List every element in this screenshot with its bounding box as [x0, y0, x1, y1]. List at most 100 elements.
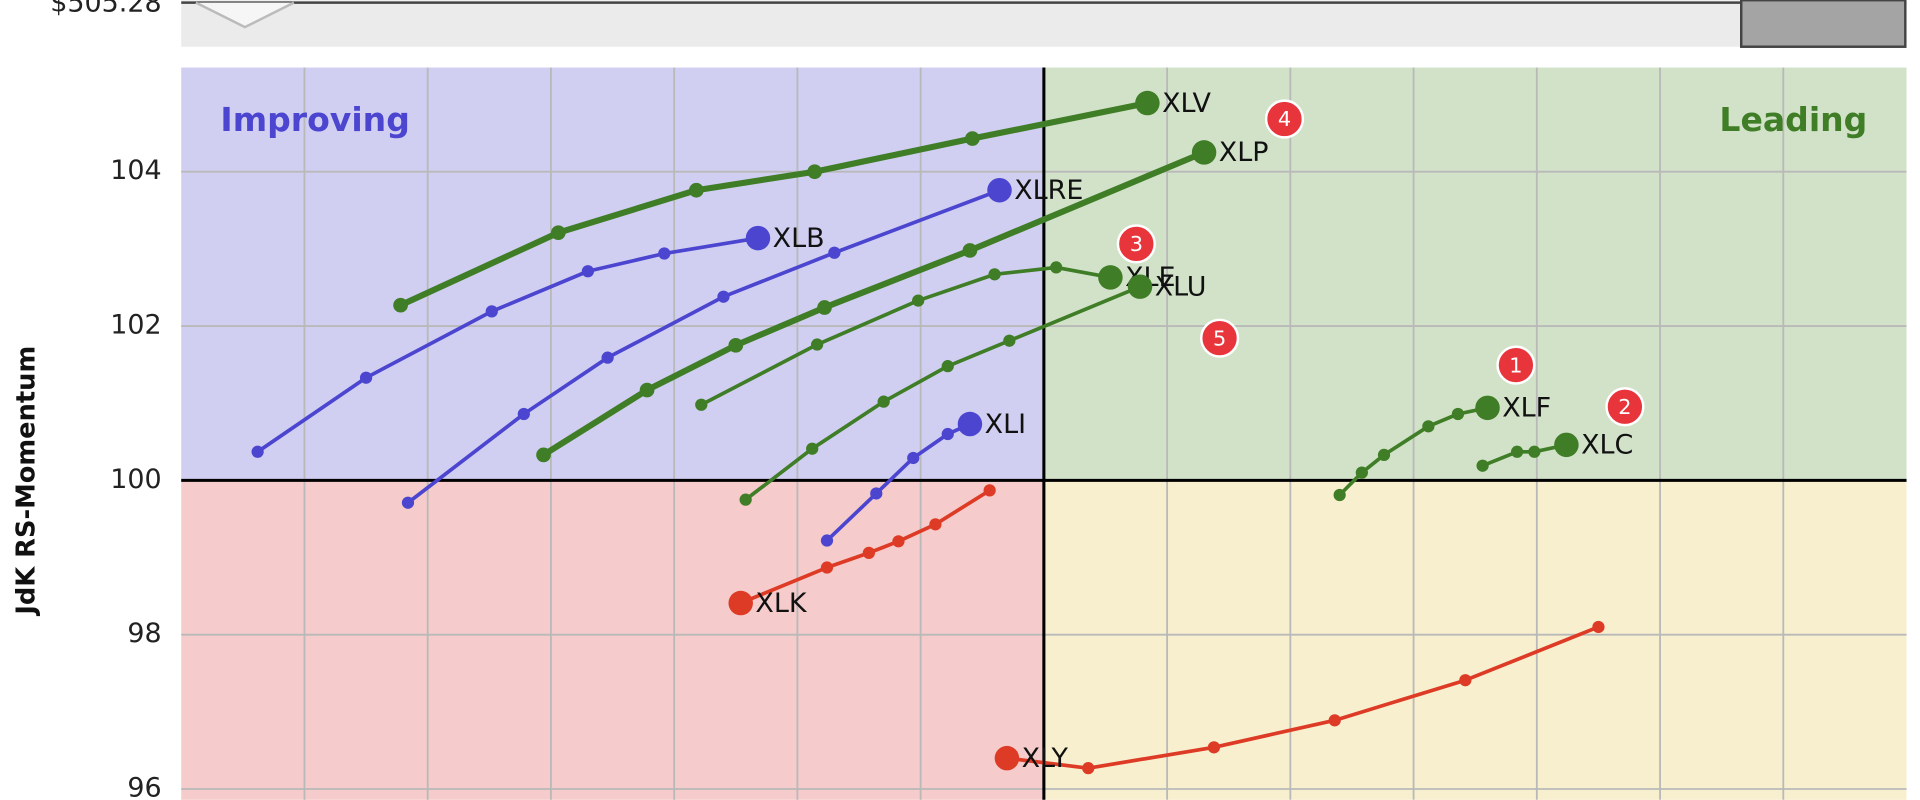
y-tick-label: 102	[110, 310, 161, 341]
tail-point	[941, 360, 954, 373]
tail-point	[941, 427, 954, 441]
head-point	[987, 177, 1012, 203]
series-label: XLK	[755, 588, 807, 619]
slider-pointer[interactable]	[195, 1, 295, 29]
tail-line	[540, 149, 1208, 458]
tail-point	[689, 182, 704, 198]
head-point	[1554, 432, 1579, 458]
tail-point	[717, 290, 730, 303]
badge-label: 4	[1278, 107, 1291, 131]
head-point	[1475, 395, 1500, 421]
tail-point	[1528, 445, 1541, 458]
tail-point	[988, 268, 1001, 281]
tail-line	[699, 265, 1113, 407]
tail-point	[485, 305, 498, 318]
tail-point	[983, 484, 996, 497]
tail-point	[581, 265, 595, 278]
series-label: XLU	[1155, 271, 1207, 302]
tail-point	[817, 300, 832, 315]
tail-point	[1050, 261, 1063, 274]
tail-point	[1333, 488, 1346, 502]
tail-point	[401, 496, 415, 509]
tail-point	[965, 131, 980, 146]
tail-point	[517, 407, 530, 421]
quadrant-weakening	[1043, 480, 1907, 800]
series-label: XLV	[1162, 88, 1211, 119]
series-label: XLF	[1502, 393, 1551, 424]
tail-point	[1355, 466, 1368, 479]
tail-line	[406, 188, 1002, 505]
range-handle[interactable]	[1740, 0, 1907, 48]
badge	[1200, 318, 1240, 358]
quadrant-label: Leading	[1719, 100, 1867, 139]
tail-point	[892, 535, 905, 548]
tail-point	[639, 382, 655, 398]
head-point	[957, 411, 983, 437]
tail-point	[251, 445, 264, 458]
head-point	[1098, 265, 1123, 290]
tail-point	[739, 493, 752, 506]
price-label: $505.28	[50, 0, 161, 18]
quadrant-lagging	[181, 480, 1044, 800]
tail-point	[962, 243, 978, 258]
head-point	[728, 590, 753, 616]
tail-point	[728, 337, 744, 353]
head-point	[1127, 274, 1153, 299]
badge	[1264, 99, 1305, 139]
y-tick-label: 98	[127, 618, 161, 649]
series-label: XLRE	[1014, 175, 1083, 206]
badge	[1116, 224, 1156, 264]
tail-point	[695, 398, 708, 411]
badge-label: 5	[1213, 326, 1226, 350]
quadrant-label: Improving	[220, 100, 409, 139]
tail-point	[658, 247, 671, 260]
head-point	[994, 745, 1020, 771]
head-point	[1191, 140, 1217, 165]
series-label: XLI	[985, 409, 1026, 440]
tail-point	[820, 534, 834, 547]
head-point	[745, 225, 771, 251]
badge	[1496, 345, 1536, 385]
tail-point	[877, 395, 890, 408]
y-axis-title: JdK RS-Momentum	[11, 346, 41, 617]
badge-label: 2	[1618, 395, 1631, 419]
head-point	[1135, 90, 1160, 116]
tail-point	[1377, 448, 1391, 462]
y-tick-label: 104	[110, 155, 161, 186]
tail-point	[929, 518, 942, 531]
tail-point	[1510, 445, 1524, 458]
y-tick-label: 96	[127, 772, 161, 800]
tail-point	[550, 225, 566, 241]
tail-point	[820, 561, 834, 574]
tail-point	[806, 442, 819, 455]
tail-point	[862, 546, 876, 560]
tail-point	[912, 294, 925, 307]
tail-line	[743, 284, 1142, 502]
tail-point	[601, 351, 614, 364]
plot-area: Improving LeadingXLVXLPXLEXLUXLREXLBXLIXL…	[181, 67, 1907, 800]
tail-line	[397, 99, 1151, 309]
tail-point	[811, 338, 824, 351]
tail-line	[1480, 443, 1569, 468]
badge-label: 1	[1509, 353, 1522, 377]
tail-point	[1459, 674, 1472, 687]
tail-point	[1082, 762, 1095, 775]
tail-line	[1005, 625, 1601, 770]
tail-point	[828, 246, 841, 259]
price-strip	[181, 0, 1907, 47]
tail-point	[1476, 459, 1489, 472]
y-tick-label: 100	[110, 464, 161, 495]
series-label: XLY	[1022, 743, 1069, 774]
tail-line	[738, 488, 992, 605]
tail-line	[255, 236, 760, 454]
series-label: XLC	[1581, 430, 1633, 461]
tail-point	[536, 447, 551, 463]
tail-point	[1328, 714, 1341, 727]
tail-point	[907, 451, 920, 465]
tail-point	[1003, 334, 1016, 347]
tail-point	[1422, 420, 1435, 433]
tail-point	[807, 164, 823, 180]
tail-point	[1207, 741, 1221, 754]
